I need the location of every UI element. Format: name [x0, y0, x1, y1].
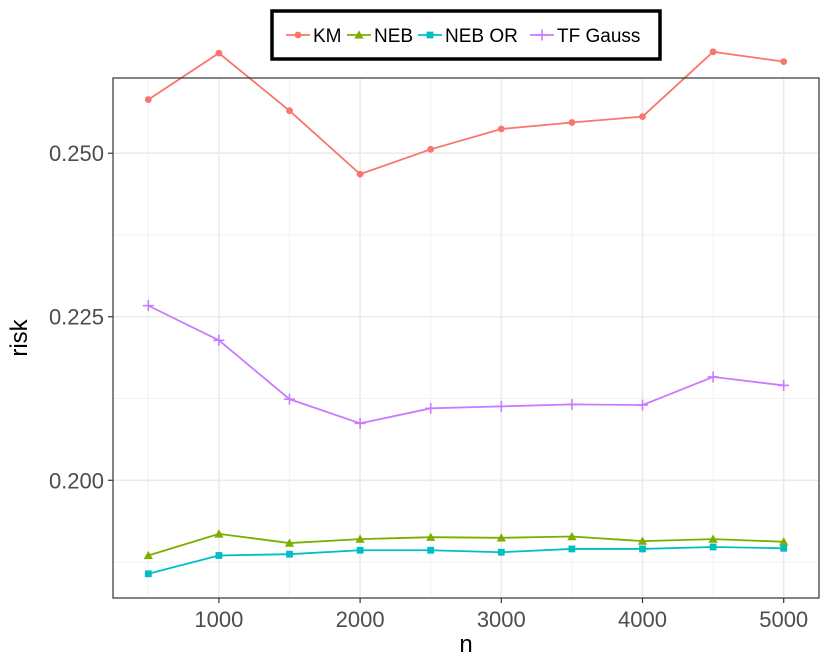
data-point-tf-gauss	[495, 400, 507, 412]
legend-key-marker	[294, 31, 302, 39]
axes: 1000 2000 3000 4000 5000 0.200 0.225 0.250	[49, 141, 808, 632]
data-point-neb-or	[356, 546, 364, 554]
legend-label: KM	[313, 26, 342, 47]
y-tick-label: 0.225	[49, 305, 104, 330]
data-point-km	[780, 58, 788, 66]
data-point-tf-gauss	[707, 371, 719, 383]
series-km	[144, 48, 788, 178]
series-neb	[143, 529, 789, 560]
data-point-neb	[637, 536, 648, 545]
data-point-neb-or	[639, 545, 646, 553]
legend-label: TF Gauss	[557, 26, 640, 47]
data-point-neb-or	[144, 570, 152, 578]
data-point-km	[427, 145, 435, 153]
data-point-km	[709, 48, 717, 56]
data-point-tf-gauss	[425, 402, 437, 414]
y-axis-title: risk	[6, 318, 33, 356]
legend-item-neb: NEB	[347, 26, 413, 47]
data-point-tf-gauss	[354, 417, 366, 429]
series-line-neb	[148, 532, 784, 557]
grid	[113, 78, 819, 598]
y-tick-label: 0.250	[49, 141, 104, 166]
data-point-neb	[214, 529, 224, 538]
data-point-km	[356, 170, 364, 178]
legend-label: NEB	[374, 26, 413, 47]
legend-item-km: KM	[286, 26, 342, 47]
data-point-neb	[426, 532, 436, 541]
data-point-km	[639, 113, 646, 120]
data-point-km	[215, 49, 223, 57]
data-point-km	[497, 125, 505, 133]
data-point-tf-gauss	[778, 379, 790, 391]
data-point-neb-or	[780, 544, 788, 552]
data-point-tf-gauss	[213, 334, 225, 346]
data-point-neb-or	[286, 550, 293, 558]
legend-label: NEB OR	[445, 26, 518, 47]
data-point-neb-or	[215, 552, 223, 559]
x-tick-label: 1000	[194, 607, 243, 632]
data-point-neb	[567, 531, 577, 541]
data-point-neb-or	[568, 545, 576, 553]
data-point-km	[568, 119, 576, 126]
series-line-neb-or	[148, 546, 784, 575]
data-point-neb-or	[497, 548, 505, 556]
series-tf-gauss	[142, 300, 790, 429]
plot-panel-border	[112, 77, 820, 599]
series-line-tf-gauss	[147, 304, 784, 425]
legend-key-marker	[426, 31, 434, 39]
legend-key-marker	[536, 29, 548, 41]
x-tick-label: 4000	[618, 607, 667, 632]
series-line-km	[147, 50, 784, 176]
data-point-tf-gauss	[637, 399, 648, 411]
legend-box	[270, 9, 662, 61]
legend-key-marker	[354, 30, 364, 39]
data-point-neb	[496, 533, 506, 542]
data-point-tf-gauss	[566, 398, 578, 410]
legend: KM NEB NEB OR TF Gauss	[270, 9, 662, 61]
data-point-neb	[708, 534, 718, 543]
data-point-tf-gauss	[142, 300, 154, 312]
x-tick-label: 3000	[477, 607, 526, 632]
data-point-neb	[143, 550, 153, 560]
y-tick-label: 0.200	[49, 468, 104, 493]
data-point-neb-or	[427, 546, 435, 554]
series-layer	[142, 48, 790, 578]
x-tick-label: 5000	[759, 607, 808, 632]
data-point-neb	[355, 534, 365, 543]
series-neb-or	[144, 543, 788, 578]
legend-item-tf-gauss: TF Gauss	[530, 26, 640, 47]
data-point-neb-or	[709, 543, 717, 551]
data-point-km	[286, 107, 293, 115]
data-point-km	[144, 96, 152, 103]
x-tick-label: 2000	[336, 607, 385, 632]
legend-item-neb-or: NEB OR	[418, 26, 518, 47]
data-point-neb	[284, 538, 295, 547]
data-point-tf-gauss	[284, 393, 295, 405]
x-axis-title: n	[459, 631, 472, 658]
data-point-neb	[779, 537, 789, 546]
